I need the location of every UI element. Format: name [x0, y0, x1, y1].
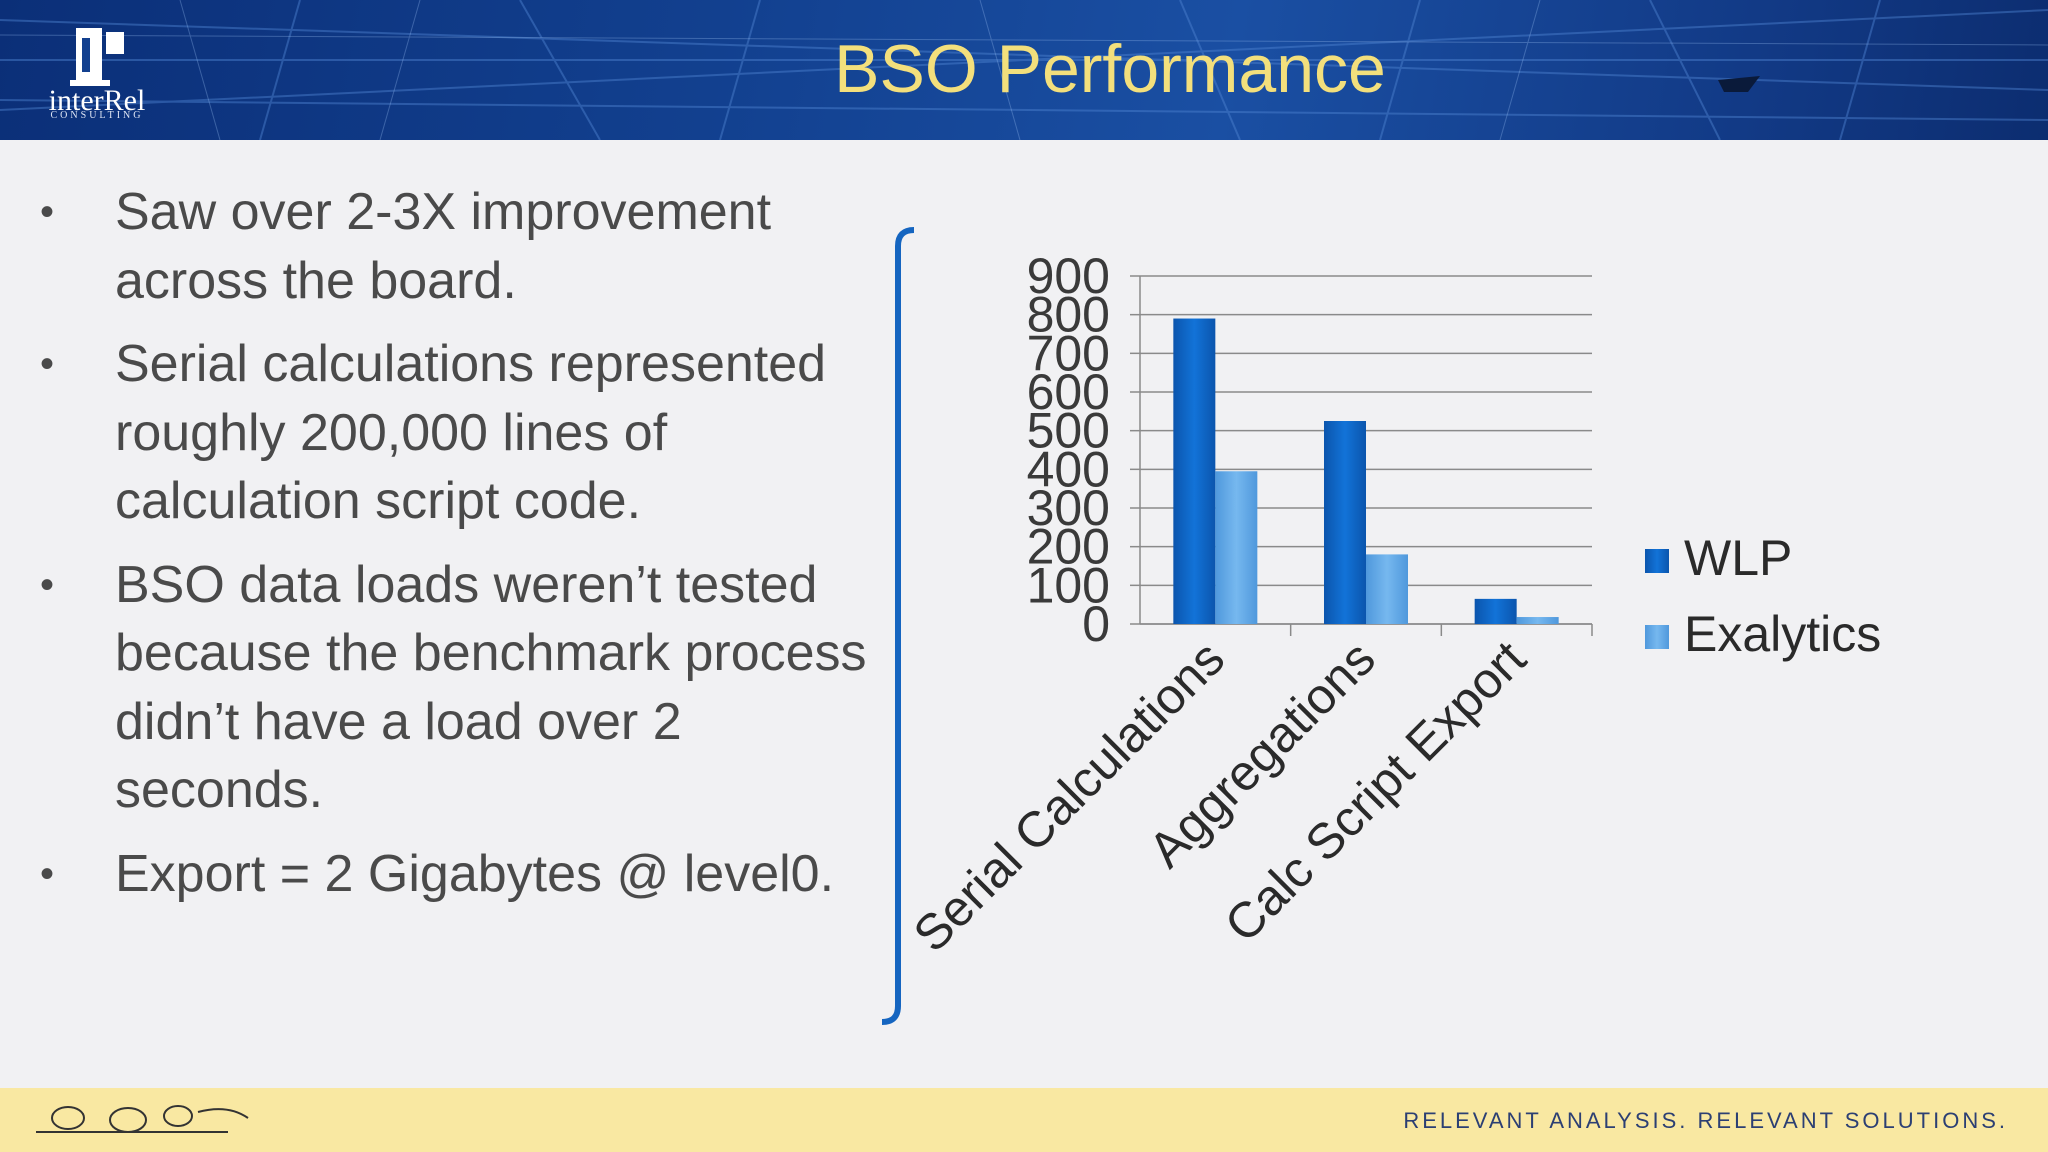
y-tick-label: 500 [1027, 403, 1110, 459]
bullet-marker: • [40, 851, 55, 896]
bullet-marker: • [40, 190, 55, 234]
bullet-marker: • [40, 562, 55, 607]
y-tick-label: 600 [1027, 364, 1110, 420]
y-tick-label: 200 [1027, 519, 1110, 575]
legend-swatch [1645, 625, 1669, 649]
y-tick-label: 400 [1027, 441, 1110, 497]
bullet-item: • Saw over 2-3X improvement across the bo… [30, 178, 890, 315]
bullet-text: Saw over 2-3X improvement across the boa… [115, 183, 772, 310]
y-tick-label: 0 [1082, 596, 1110, 652]
y-tick-label: 700 [1027, 325, 1110, 381]
content-area [0, 140, 2048, 1088]
cartoon-figures-icon [36, 1105, 249, 1133]
y-tick-label: 900 [1027, 248, 1110, 304]
y-tick-label: 300 [1027, 480, 1110, 536]
bar-wlp [1474, 598, 1517, 624]
bullet-list: • Saw over 2-3X improvement across the bo… [30, 178, 890, 923]
legend-label: Exalytics [1684, 606, 1881, 662]
interrel-logo-icon [70, 28, 124, 86]
header-banner: interRel CONSULTING BSO Performance [0, 0, 2048, 140]
bullet-item: • Serial calculations represented roughly… [30, 330, 890, 536]
bar-exalytics [1366, 554, 1408, 624]
bullet-text: Serial calculations represented roughly … [115, 335, 827, 530]
y-tick-label: 800 [1027, 287, 1110, 343]
logo-subtext: CONSULTING [50, 110, 144, 121]
bar-wlp [1173, 318, 1216, 624]
legend-label: WLP [1684, 530, 1792, 586]
bullet-item: • Export = 2 Gigabytes @ level0. [30, 840, 890, 909]
bullet-marker: • [40, 342, 55, 386]
bar-wlp [1324, 421, 1366, 624]
footer-tagline: RELEVANT ANALYSIS. RELEVANT SOLUTIONS. [1403, 1108, 2008, 1133]
footer-bar: RELEVANT ANALYSIS. RELEVANT SOLUTIONS. [0, 1088, 2048, 1152]
bullet-item: • BSO data loads weren’t tested because t… [30, 551, 890, 825]
bullet-text: BSO data loads weren’t tested because th… [115, 555, 867, 820]
bar-exalytics [1516, 617, 1559, 624]
bullet-text: Export = 2 Gigabytes @ level0. [115, 844, 835, 903]
slide-title: BSO Performance [834, 31, 1386, 107]
bar-exalytics [1215, 471, 1258, 624]
legend-swatch [1645, 549, 1669, 573]
bracket-divider [881, 227, 915, 1025]
header-grid-pattern [0, 0, 2048, 140]
y-tick-label: 100 [1027, 557, 1110, 613]
logo-text: interRel [48, 84, 146, 117]
